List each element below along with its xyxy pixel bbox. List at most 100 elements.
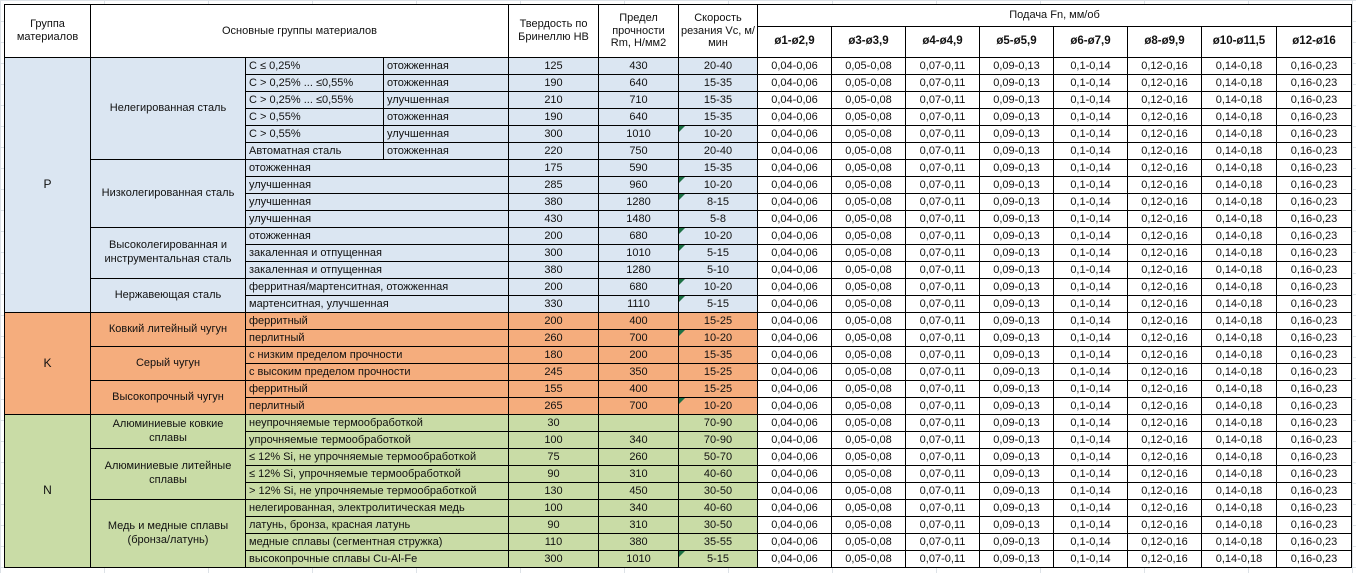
cell-feed-7[interactable]: 0,16-0,23 xyxy=(1275,312,1353,330)
cell-cutting-speed-vc[interactable]: 5-10 xyxy=(678,261,758,279)
cell-feed-7[interactable]: 0,16-0,23 xyxy=(1275,465,1353,483)
cell-feed-2[interactable]: 0,07-0,11 xyxy=(905,108,980,126)
cell-strength-rm[interactable] xyxy=(598,414,679,432)
cell-feed-3[interactable]: 0,09-0,13 xyxy=(979,125,1054,143)
cell-feed-3[interactable]: 0,09-0,13 xyxy=(979,295,1054,313)
header-feed-diameter-0[interactable]: ø1-ø2,9 xyxy=(757,26,832,58)
cell-feed-5[interactable]: 0,12-0,16 xyxy=(1127,108,1202,126)
cell-feed-7[interactable]: 0,16-0,23 xyxy=(1275,550,1353,568)
cell-feed-5[interactable]: 0,12-0,16 xyxy=(1127,363,1202,381)
cell-feed-7[interactable]: 0,16-0,23 xyxy=(1275,380,1353,398)
cell-feed-1[interactable]: 0,05-0,08 xyxy=(831,227,906,245)
cell-feed-7[interactable]: 0,16-0,23 xyxy=(1275,431,1353,449)
cell-family-name[interactable]: Ковкий литейный чугун xyxy=(90,312,246,347)
cell-hardness-hb[interactable]: 220 xyxy=(508,142,599,160)
cell-hardness-hb[interactable]: 100 xyxy=(508,499,599,517)
cell-feed-7[interactable]: 0,16-0,23 xyxy=(1275,108,1353,126)
cell-feed-2[interactable]: 0,07-0,11 xyxy=(905,550,980,568)
cell-hardness-hb[interactable]: 285 xyxy=(508,176,599,194)
cell-feed-4[interactable]: 0,1-0,14 xyxy=(1053,329,1128,347)
cell-feed-2[interactable]: 0,07-0,11 xyxy=(905,210,980,228)
header-hb-col[interactable]: Твердость по Бринеллю HB xyxy=(508,4,599,58)
cell-feed-4[interactable]: 0,1-0,14 xyxy=(1053,176,1128,194)
cell-strength-rm[interactable]: 430 xyxy=(598,57,679,75)
cell-feed-7[interactable]: 0,16-0,23 xyxy=(1275,295,1353,313)
cell-group-code-P[interactable]: P xyxy=(4,57,91,313)
cell-hardness-hb[interactable]: 130 xyxy=(508,482,599,500)
cell-feed-5[interactable]: 0,12-0,16 xyxy=(1127,227,1202,245)
cell-family-name[interactable]: Низколегированная сталь xyxy=(90,159,246,228)
cell-feed-0[interactable]: 0,04-0,06 xyxy=(757,176,832,194)
cell-feed-2[interactable]: 0,07-0,11 xyxy=(905,533,980,551)
cell-feed-6[interactable]: 0,14-0,18 xyxy=(1201,312,1277,330)
cell-feed-2[interactable]: 0,07-0,11 xyxy=(905,363,980,381)
cell-feed-1[interactable]: 0,05-0,08 xyxy=(831,465,906,483)
cell-feed-4[interactable]: 0,1-0,14 xyxy=(1053,516,1128,534)
cell-cutting-speed-vc[interactable]: 10-20 xyxy=(678,125,758,143)
cell-material-state[interactable]: улучшенная xyxy=(383,125,509,143)
cell-material-spec[interactable]: закаленная и отпущенная xyxy=(245,244,509,262)
header-group-col[interactable]: Группа материалов xyxy=(4,4,91,58)
cell-strength-rm[interactable]: 1280 xyxy=(598,261,679,279)
cell-feed-6[interactable]: 0,14-0,18 xyxy=(1201,397,1277,415)
cell-feed-4[interactable]: 0,1-0,14 xyxy=(1053,499,1128,517)
cell-feed-0[interactable]: 0,04-0,06 xyxy=(757,482,832,500)
cell-feed-2[interactable]: 0,07-0,11 xyxy=(905,142,980,160)
cell-feed-1[interactable]: 0,05-0,08 xyxy=(831,261,906,279)
cell-feed-4[interactable]: 0,1-0,14 xyxy=(1053,159,1128,177)
cell-feed-7[interactable]: 0,16-0,23 xyxy=(1275,329,1353,347)
cell-feed-2[interactable]: 0,07-0,11 xyxy=(905,176,980,194)
cell-material-spec[interactable]: ферритный xyxy=(245,312,509,330)
cell-family-name[interactable]: Алюминиевые литейные сплавы xyxy=(90,448,246,500)
cell-feed-0[interactable]: 0,04-0,06 xyxy=(757,516,832,534)
cell-feed-2[interactable]: 0,07-0,11 xyxy=(905,414,980,432)
cell-strength-rm[interactable]: 1010 xyxy=(598,244,679,262)
cell-feed-4[interactable]: 0,1-0,14 xyxy=(1053,278,1128,296)
cell-material-spec[interactable]: ≤ 12% Si, упрочняемые термообработкой xyxy=(245,465,509,483)
cell-cutting-speed-vc[interactable]: 10-20 xyxy=(678,227,758,245)
cell-cutting-speed-vc[interactable]: 20-40 xyxy=(678,57,758,75)
cell-feed-1[interactable]: 0,05-0,08 xyxy=(831,550,906,568)
cell-feed-4[interactable]: 0,1-0,14 xyxy=(1053,414,1128,432)
cell-feed-7[interactable]: 0,16-0,23 xyxy=(1275,193,1353,211)
cell-feed-1[interactable]: 0,05-0,08 xyxy=(831,193,906,211)
cell-hardness-hb[interactable]: 90 xyxy=(508,465,599,483)
cell-hardness-hb[interactable]: 430 xyxy=(508,210,599,228)
cell-feed-4[interactable]: 0,1-0,14 xyxy=(1053,465,1128,483)
cell-cutting-speed-vc[interactable]: 30-50 xyxy=(678,482,758,500)
cell-feed-7[interactable]: 0,16-0,23 xyxy=(1275,278,1353,296)
cell-feed-2[interactable]: 0,07-0,11 xyxy=(905,431,980,449)
cell-feed-3[interactable]: 0,09-0,13 xyxy=(979,108,1054,126)
cell-feed-1[interactable]: 0,05-0,08 xyxy=(831,448,906,466)
header-feed-diameter-7[interactable]: ø12-ø16 xyxy=(1275,26,1353,58)
cell-feed-5[interactable]: 0,12-0,16 xyxy=(1127,482,1202,500)
cell-feed-5[interactable]: 0,12-0,16 xyxy=(1127,142,1202,160)
cell-feed-3[interactable]: 0,09-0,13 xyxy=(979,142,1054,160)
cell-feed-1[interactable]: 0,05-0,08 xyxy=(831,380,906,398)
cell-hardness-hb[interactable]: 110 xyxy=(508,533,599,551)
cell-feed-7[interactable]: 0,16-0,23 xyxy=(1275,210,1353,228)
cell-hardness-hb[interactable]: 380 xyxy=(508,261,599,279)
cell-strength-rm[interactable]: 380 xyxy=(598,533,679,551)
cell-feed-6[interactable]: 0,14-0,18 xyxy=(1201,210,1277,228)
cell-feed-1[interactable]: 0,05-0,08 xyxy=(831,142,906,160)
cell-family-name[interactable]: Высоколегированная и инструментальная ст… xyxy=(90,227,246,279)
cell-feed-4[interactable]: 0,1-0,14 xyxy=(1053,210,1128,228)
cell-feed-5[interactable]: 0,12-0,16 xyxy=(1127,125,1202,143)
header-feed-diameter-2[interactable]: ø4-ø4,9 xyxy=(905,26,980,58)
cell-feed-6[interactable]: 0,14-0,18 xyxy=(1201,346,1277,364)
cell-feed-2[interactable]: 0,07-0,11 xyxy=(905,57,980,75)
cell-feed-4[interactable]: 0,1-0,14 xyxy=(1053,91,1128,109)
cell-feed-0[interactable]: 0,04-0,06 xyxy=(757,261,832,279)
cell-strength-rm[interactable]: 450 xyxy=(598,482,679,500)
cell-material-spec[interactable]: > 12% Si, не упрочняемые термообработкой xyxy=(245,482,509,500)
cell-feed-1[interactable]: 0,05-0,08 xyxy=(831,108,906,126)
cell-feed-2[interactable]: 0,07-0,11 xyxy=(905,295,980,313)
cell-feed-6[interactable]: 0,14-0,18 xyxy=(1201,448,1277,466)
cell-material-spec[interactable]: мартенситная, улучшенная xyxy=(245,295,509,313)
cell-feed-2[interactable]: 0,07-0,11 xyxy=(905,380,980,398)
cell-feed-2[interactable]: 0,07-0,11 xyxy=(905,227,980,245)
cell-hardness-hb[interactable]: 300 xyxy=(508,244,599,262)
cell-cutting-speed-vc[interactable]: 70-90 xyxy=(678,431,758,449)
cell-material-spec[interactable]: C > 0,55% xyxy=(245,108,384,126)
